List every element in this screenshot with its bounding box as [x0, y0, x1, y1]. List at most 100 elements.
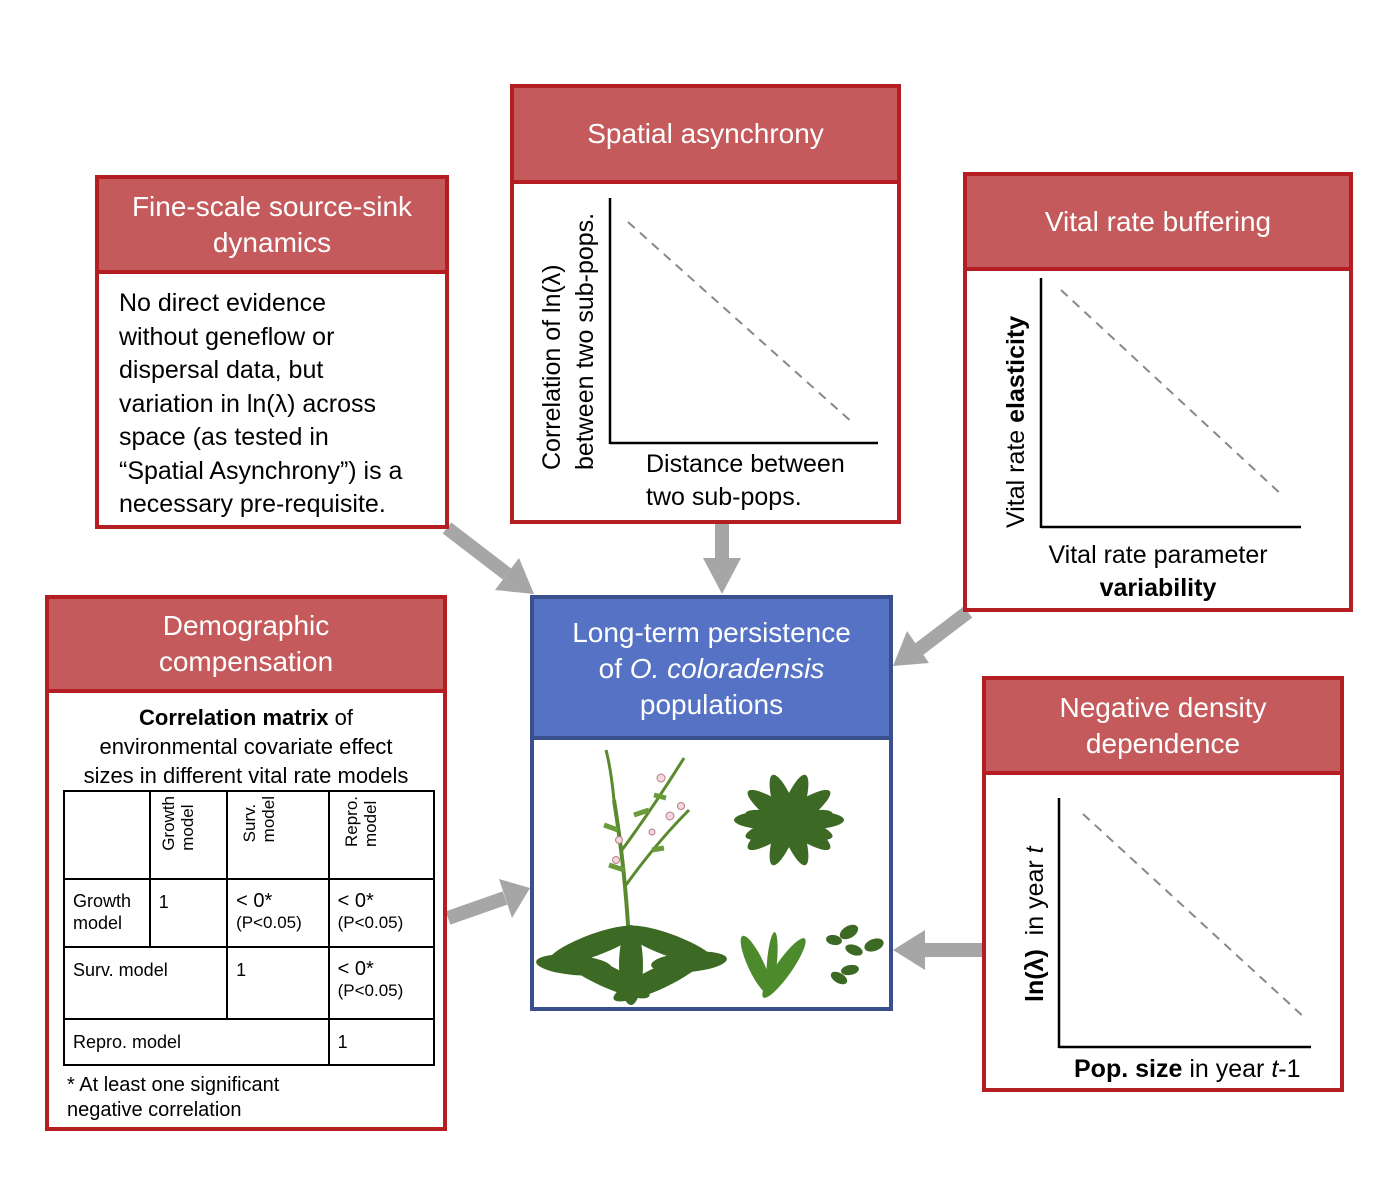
cell-sub: (P<0.05) [236, 913, 302, 932]
cell-sub: (P<0.05) [337, 981, 404, 1000]
source-sink-body-line: without geneflow or [119, 322, 335, 351]
buffering-x-label: Vital rate parameter variability [967, 539, 1349, 605]
spatial-y-label-line1: Correlation of ln(λ) [538, 264, 566, 470]
buffering-y-label-bold: elasticity [1002, 315, 1030, 423]
correlation-matrix-table: Growth model Surv. model Repro. model Growt… [62, 790, 436, 1066]
arrowhead-buffering [893, 631, 929, 666]
matrix-cell: 1 [148, 878, 229, 948]
vital-rate-buffering-plot [1039, 278, 1301, 529]
density-y-label: ln(λ) in year t [1019, 846, 1052, 1002]
arrowhead-density [893, 930, 925, 970]
compensation-title-line1: Demographic [162, 610, 330, 641]
spatial-asynchrony-box: Spatial asynchrony Correlation of ln(λ) … [510, 84, 901, 524]
footnote-line1: * At least one significant [67, 1074, 280, 1096]
compensation-desc-bold: Correlation matrix [139, 705, 329, 730]
source-sink-body-line: variation in ln(λ) across [119, 389, 377, 418]
source-sink-title-line1: Fine-scale source-sink [131, 190, 413, 222]
density-dependence-header: Negative density dependence [986, 680, 1340, 775]
source-sink-box: Fine-scale source-sink dynamics No direc… [95, 175, 449, 529]
density-x-label-suffix: -1 [1278, 1055, 1301, 1083]
compensation-desc-rest: of [328, 705, 353, 730]
source-sink-header: Fine-scale source-sink dynamics [99, 179, 445, 274]
buffering-x-label-bold: variability [1099, 574, 1217, 602]
compensation-title-line2: compensation [158, 646, 334, 677]
spatial-asynchrony-plot [608, 198, 878, 445]
col-head-line: Surv. [240, 803, 260, 843]
matrix-row-label-surv: Surv. model [62, 946, 229, 1020]
compensation-desc-line2: environmental covariate effect [99, 734, 393, 759]
spatial-y-label: Correlation of ln(λ) between two sub-pop… [536, 213, 602, 470]
cell-sub: (P<0.05) [337, 913, 404, 932]
arrowhead-compensation [499, 879, 530, 918]
center-persistence-box: Long-term persistence of O. coloradensis… [530, 595, 893, 1011]
col-head-line: model [259, 796, 279, 843]
col-head-line: model [177, 804, 197, 851]
trend-line [627, 221, 855, 425]
matrix-row-label-growth: Growth model [63, 878, 151, 948]
buffering-y-label-normal: Vital rate [1002, 422, 1030, 528]
matrix-cell: < 0* (P<0.05) [226, 878, 330, 948]
source-sink-body: No direct evidence without geneflow or d… [119, 287, 402, 522]
source-sink-title-line2: dynamics [212, 226, 332, 258]
buffering-y-label: Vital rate elasticity [1000, 316, 1033, 528]
col-head-line: Repro. [341, 796, 361, 848]
density-x-label-normal: in year [1182, 1055, 1272, 1083]
source-sink-body-line: dispersal data, but [119, 356, 324, 384]
center-title-line3: populations [639, 689, 784, 720]
row-label-line: model [73, 913, 123, 933]
vital-rate-buffering-title: Vital rate buffering [1044, 205, 1272, 237]
plant-illustration [536, 749, 884, 1005]
spatial-y-label-line2: between two sub-pops. [571, 212, 599, 470]
density-x-label-italic: t [1271, 1055, 1279, 1083]
spatial-x-label-line2: two sub-pops. [646, 483, 802, 511]
center-title-line2-pre: of [598, 653, 630, 684]
arrow-buffering [913, 606, 973, 656]
density-dependence-plot [1057, 798, 1311, 1049]
center-title-line1: Long-term persistence [572, 617, 851, 648]
arrowhead-source-sink [495, 558, 534, 594]
matrix-corner-cell [63, 790, 151, 880]
cell-main: < 0* [236, 890, 273, 912]
arrow-compensation [445, 891, 508, 925]
matrix-cell: < 0* (P<0.05) [327, 878, 436, 948]
seedling-icon [740, 932, 806, 998]
row-label-line: Growth [73, 891, 132, 911]
cell-main: < 0* [337, 958, 374, 980]
compensation-footnote: * At least one significant negative corr… [67, 1073, 279, 1123]
center-header: Long-term persistence of O. coloradensis… [534, 599, 889, 740]
density-title-line1: Negative density [1059, 691, 1267, 723]
trend-line [1082, 813, 1306, 1019]
density-title-line2: dependence [1085, 727, 1241, 759]
density-x-label-bold: Pop. size [1074, 1055, 1183, 1083]
source-sink-body-line: “Spatial Asynchrony”) is a [119, 456, 403, 485]
vital-rate-buffering-header: Vital rate buffering [967, 176, 1349, 271]
rosette-plant-icon [734, 774, 844, 866]
flowering-plant-icon [536, 749, 727, 1005]
col-head-line: Growth [158, 796, 178, 851]
source-sink-body-line: necessary pre-requisite. [119, 490, 386, 518]
spatial-asynchrony-header: Spatial asynchrony [514, 88, 897, 184]
buffering-x-label-normal: Vital rate parameter [1048, 541, 1268, 569]
col-head-line: model [360, 800, 380, 848]
matrix-cell: 1 [226, 946, 330, 1020]
density-y-label-normal: in year [1021, 853, 1049, 950]
arrow-source-sink [442, 522, 512, 580]
spatial-asynchrony-title: Spatial asynchrony [587, 118, 824, 149]
demographic-compensation-header: Demographic compensation [49, 599, 443, 693]
vital-rate-buffering-box: Vital rate buffering Vital rate elastici… [963, 172, 1353, 612]
spatial-x-label: Distance between two sub-pops. [646, 448, 845, 514]
center-title-species: O. coloradensis [629, 653, 825, 684]
matrix-cell: < 0* (P<0.05) [327, 946, 436, 1020]
trend-line [1060, 289, 1284, 497]
density-y-label-italic: t [1021, 846, 1049, 854]
matrix-cell: 1 [327, 1018, 436, 1066]
matrix-row-label-repro: Repro. model [63, 1018, 330, 1066]
matrix-col-head-growth: Growth model [148, 790, 229, 880]
spatial-x-label-line1: Distance between [646, 450, 845, 478]
compensation-description: Correlation matrix of environmental cova… [49, 703, 443, 790]
demographic-compensation-box: Demographic compensation Correlation mat… [45, 595, 447, 1131]
matrix-col-head-repro: Repro. model [327, 790, 436, 880]
density-y-label-bold: ln(λ) [1021, 949, 1049, 1002]
matrix-col-head-surv: Surv. model [226, 790, 330, 880]
